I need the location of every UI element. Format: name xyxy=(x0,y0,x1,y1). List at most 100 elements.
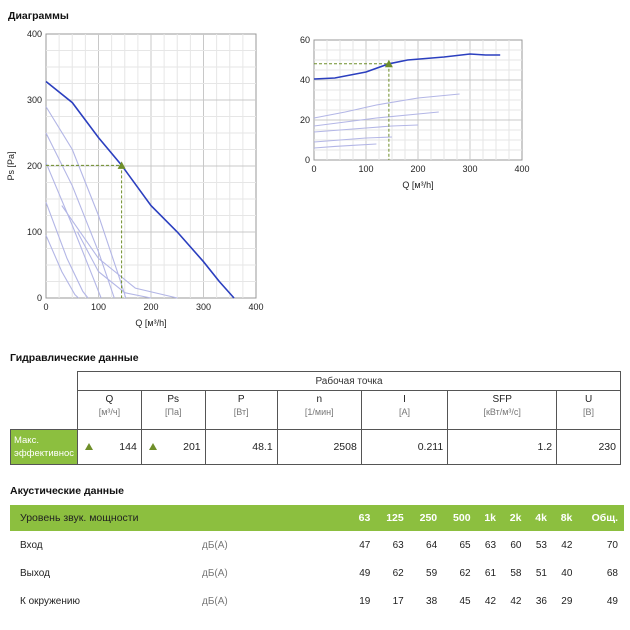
acoustic-value: 62 xyxy=(459,567,471,579)
acoustic-value: 42 xyxy=(561,539,573,551)
acoustic-row-unit: дБ(A) xyxy=(202,595,228,607)
hydraulic-value-text: 201 xyxy=(183,441,201,453)
acoustic-value: 63 xyxy=(392,539,404,551)
hydraulic-col-unit: [м³/ч] xyxy=(98,407,121,417)
hydraulic-col-unit: [A] xyxy=(399,407,411,417)
acoustic-value: 68 xyxy=(606,567,618,579)
pressure-chart-x-tick: 100 xyxy=(91,302,106,312)
power-chart-y-tick: 60 xyxy=(300,35,310,45)
acoustic-row: Выход дБ(A) 49 62 59 62 61 58 51 40 68 xyxy=(10,559,624,587)
hydraulic-value-text: 144 xyxy=(119,441,137,453)
pressure-chart-y-tick: 100 xyxy=(27,227,42,237)
hydraulic-col-unit: [Вт] xyxy=(233,407,249,417)
hydraulic-value-text: 230 xyxy=(598,441,616,453)
row-label-line-2: эффективнос xyxy=(14,448,75,459)
power-chart-aux-curve-4 xyxy=(313,136,393,143)
acoustic-value: 59 xyxy=(426,567,438,579)
power-chart-aux-curve-2 xyxy=(313,111,439,127)
hydraulic-col-unit: [кВт/м³/с] xyxy=(483,407,521,417)
acoustic-row-unit: дБ(A) xyxy=(202,539,228,551)
pressure-chart-aux-curve-6 xyxy=(77,231,152,299)
band-header: 8k xyxy=(560,512,573,524)
hydraulic-value-text: 48.1 xyxy=(252,441,273,453)
acoustic-row-label: Выход xyxy=(20,567,50,579)
hydraulic-col-u: U [B] xyxy=(556,390,621,430)
pressure-chart-x-tick: 0 xyxy=(43,302,48,312)
pressure-chart-x-tick: 300 xyxy=(196,302,211,312)
operating-point-header: Рабочая точка xyxy=(77,371,621,391)
power-chart-operating-point xyxy=(384,59,393,68)
acoustic-value: 61 xyxy=(484,567,497,579)
pressure-chart-x-tick: 200 xyxy=(143,302,158,312)
pressure-chart-y-tick: 200 xyxy=(27,161,42,171)
acoustic-value: 47 xyxy=(359,539,371,551)
pressure-chart-x-label: Q [м³/h] xyxy=(135,318,166,328)
band-header: 1k xyxy=(484,512,497,524)
pressure-chart-aux-curve-3 xyxy=(45,162,102,299)
hydraulic-col-name: U xyxy=(584,394,593,405)
hydraulic-blank-cell xyxy=(10,371,79,430)
power-chart-main-curve xyxy=(313,53,501,80)
acoustic-value: 70 xyxy=(606,539,618,551)
acoustic-value: 42 xyxy=(484,595,497,607)
hydraulic-col-q: Q [м³/ч] xyxy=(77,390,142,430)
hydraulic-col-name: Q xyxy=(105,394,114,405)
acoustic-row-label: Вход xyxy=(20,539,43,551)
hydraulic-col-sfp: SFP [кВт/м³/с] xyxy=(447,390,558,430)
hydraulic-col-name: Ps xyxy=(167,394,180,405)
hydraulic-col-i: I [A] xyxy=(360,390,449,430)
hydraulic-col-name: SFP xyxy=(492,394,512,405)
acoustic-value: 40 xyxy=(561,567,573,579)
pressure-chart-y-tick: 400 xyxy=(27,29,42,39)
pressure-chart-aux-curve-7 xyxy=(61,205,178,299)
power-chart-x-label: Q [м³/h] xyxy=(402,180,433,190)
operating-point-marker-icon xyxy=(85,443,94,450)
pressure-chart-x-tick: 400 xyxy=(248,302,263,312)
band-header: 500 xyxy=(453,512,471,524)
band-header: 250 xyxy=(419,512,438,524)
acoustic-value: 38 xyxy=(426,595,438,607)
acoustic-value: 60 xyxy=(510,539,522,551)
acoustic-value: 42 xyxy=(510,595,522,607)
power-chart-x-tick: 100 xyxy=(358,164,373,174)
diagrams-title: Диаграммы xyxy=(8,10,69,22)
pressure-chart-aux-curve-2 xyxy=(45,132,115,299)
pressure-chart-y-tick: 300 xyxy=(27,95,42,105)
acoustic-value: 17 xyxy=(392,595,404,607)
power-chart-aux-curve-5 xyxy=(313,143,377,149)
hydraulic-table: Рабочая точка Q [м³/ч] Ps [Па] P [Вт] n [1/мин]… xyxy=(9,371,621,465)
power-chart-y-tick: 0 xyxy=(305,155,310,165)
acoustic-value: 51 xyxy=(535,567,547,579)
power-chart-x-tick: 200 xyxy=(410,164,425,174)
pressure-chart: 0 100 200 300 400 0 100 200 300 400 Q [м³/h] Ps [Pa… xyxy=(6,29,264,328)
hydraulic-value-text: 2508 xyxy=(333,441,357,453)
pressure-chart-aux-curve-5 xyxy=(45,235,79,299)
row-label-line-1: Макс. xyxy=(14,435,39,446)
hydraulic-value-text: 0.211 xyxy=(417,441,444,453)
sound-power-header: Уровень звук. мощности xyxy=(20,512,139,524)
acoustic-value: 64 xyxy=(426,539,438,551)
hydraulic-col-name: n xyxy=(316,394,323,405)
pressure-chart-operating-point xyxy=(117,161,126,169)
acoustic-value: 63 xyxy=(484,539,497,551)
hydraulic-col-n: n [1/мин] xyxy=(276,390,362,430)
acoustic-value: 49 xyxy=(606,595,618,607)
power-chart-x-tick: 400 xyxy=(514,164,529,174)
row-label-max-efficiency: Макс. эффективнос xyxy=(9,429,79,465)
acoustic-table: Уровень звук. мощности 63 125 250 500 1k 2k 4k… xyxy=(10,505,624,615)
power-chart-x-tick: 300 xyxy=(462,164,477,174)
operating-point-marker-icon xyxy=(148,443,157,450)
hydraulic-value-text: 1.2 xyxy=(537,441,553,453)
hydraulic-title: Гидравлические данные xyxy=(10,352,139,364)
band-header: 4k xyxy=(535,512,547,524)
hydraulic-value-q: 144 xyxy=(77,429,142,465)
acoustic-value: 62 xyxy=(392,567,404,579)
hydraulic-col-unit: [B] xyxy=(583,407,595,417)
hydraulic-value-n: 2508 xyxy=(276,429,362,465)
acoustic-value: 19 xyxy=(359,595,371,607)
acoustic-value: 45 xyxy=(459,595,471,607)
acoustic-value: 49 xyxy=(359,567,371,579)
hydraulic-col-name: P xyxy=(237,394,245,405)
hydraulic-value-sfp: 1.2 xyxy=(447,429,558,465)
power-chart-x-tick: 0 xyxy=(311,164,316,174)
